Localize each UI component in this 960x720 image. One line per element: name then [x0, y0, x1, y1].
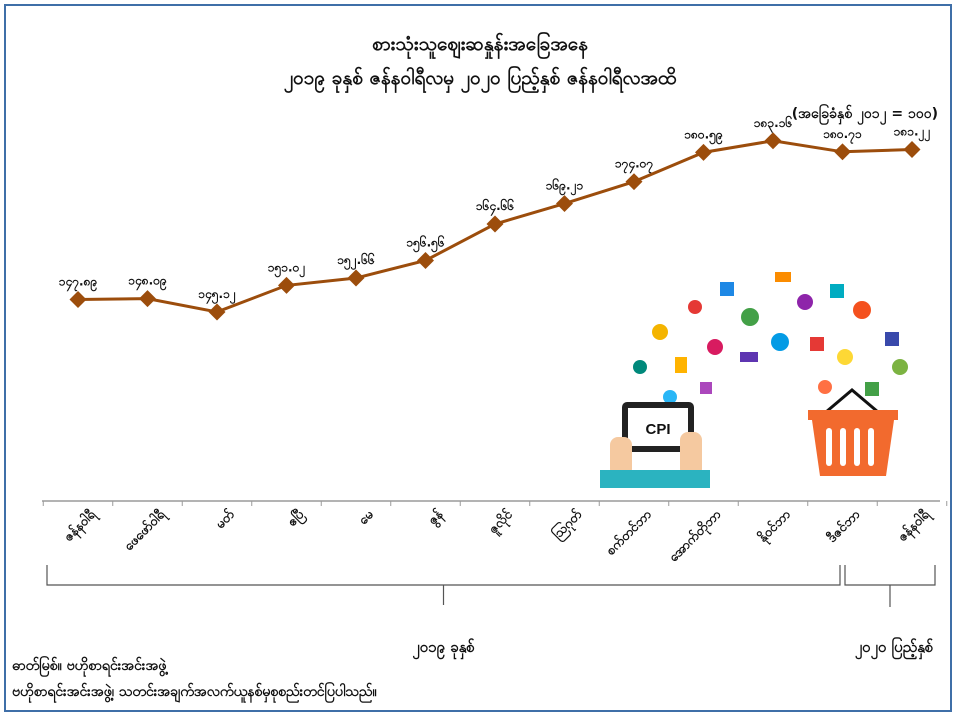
- data-point: [486, 215, 504, 233]
- data-point: [417, 251, 434, 269]
- data-label: ၁၄၇.၈၉: [59, 274, 98, 292]
- data-point: [208, 303, 226, 321]
- x-tick-label: အောက်တိုဘာ: [665, 505, 727, 567]
- source-line-2: ဗဟိုစာရင်းအင်းအဖွဲ့၊ သတင်းအချက်အလက်ယူနစ်…: [12, 684, 377, 700]
- cpi-label: CPI: [645, 421, 670, 438]
- data-label: ၁၈၁.၂၂: [894, 125, 931, 143]
- x-tick-label: ဧပြီ: [283, 505, 310, 532]
- chart-frame: [4, 4, 952, 712]
- data-point: [278, 276, 295, 294]
- year-group-label: ၂၀၂၀ ပြည့်နှစ်: [855, 636, 934, 660]
- x-tick-label: ဇန်နဝါရီ: [60, 505, 102, 547]
- year-group-label: ၂၀၁၉ ခုနှစ်: [412, 637, 475, 660]
- data-label: ၁၅၂.၆၆: [337, 251, 375, 271]
- data-label: ၁၈၃.၁၆: [754, 114, 793, 134]
- data-point: [834, 143, 851, 161]
- data-label: ၁၄၅.၁၂: [198, 287, 236, 305]
- x-tick-label: ဇူလိုင်: [485, 505, 519, 539]
- shopping-basket-icon: [808, 388, 898, 476]
- x-tick-label: မေ: [356, 507, 377, 528]
- chart-title: စားသုံးသူဈေးဆနှုန်းအခြေအနေ: [372, 33, 588, 55]
- data-point: [69, 291, 87, 308]
- data-label: ၁၆၉.၂၁: [546, 177, 584, 197]
- data-label: ၁၈၀.၇၁: [823, 127, 862, 145]
- data-label: ၁၄၈.၀၉: [128, 274, 167, 292]
- data-label: ၁၅၆.၅၆: [406, 233, 445, 253]
- source-line-1: ဓာတ်မြစ်။ ဗဟိုစာရင်းအင်းအဖွဲ့: [12, 658, 167, 674]
- x-tick-label: နိုဝင်ဘာ: [754, 505, 796, 547]
- floating-items-icon: [633, 272, 908, 404]
- data-point: [347, 269, 365, 287]
- x-tick-label: ဖေဖော်ဝါရီ: [120, 505, 172, 557]
- x-tick-label: ဇွန်: [424, 505, 449, 530]
- data-label: ၁၈၀.၅၉: [684, 127, 723, 145]
- chart-subtitle: ၂၀၁၉ ခုနှစ် ဇန်နဝါရီလမှ ၂၀၂၀ ပြည့်နှစ် ဇ…: [283, 67, 677, 89]
- data-point: [903, 141, 921, 158]
- base-year-note: (အခြေခံနှစ် ၂၀၁၂ = ၁၀၀): [791, 106, 938, 122]
- data-point: [556, 195, 573, 213]
- tablet-icon: CPI: [600, 402, 710, 488]
- data-point: [139, 290, 156, 308]
- cpi-illustration: CPI: [600, 272, 908, 488]
- data-label: ၁၆၄.၆၆: [476, 197, 515, 217]
- data-point: [625, 173, 643, 191]
- data-point: [764, 132, 782, 150]
- x-tick-label: ဩဂုတ်: [548, 505, 588, 545]
- x-tick-label: စက်တင်ဘာ: [602, 505, 655, 558]
- data-label: ၁၇၄.၀၇: [615, 157, 654, 175]
- x-tick-label: ဒီဇင်ဘာ: [823, 505, 863, 545]
- x-tick-label: ဇန်နဝါရီ: [894, 505, 936, 547]
- year-bracket-2019: [46, 565, 841, 586]
- year-bracket-2020: [844, 565, 936, 586]
- data-label: ၁၅၁.၀၂: [268, 260, 306, 278]
- x-tick-label: မတ်: [212, 506, 238, 532]
- data-point: [695, 143, 712, 161]
